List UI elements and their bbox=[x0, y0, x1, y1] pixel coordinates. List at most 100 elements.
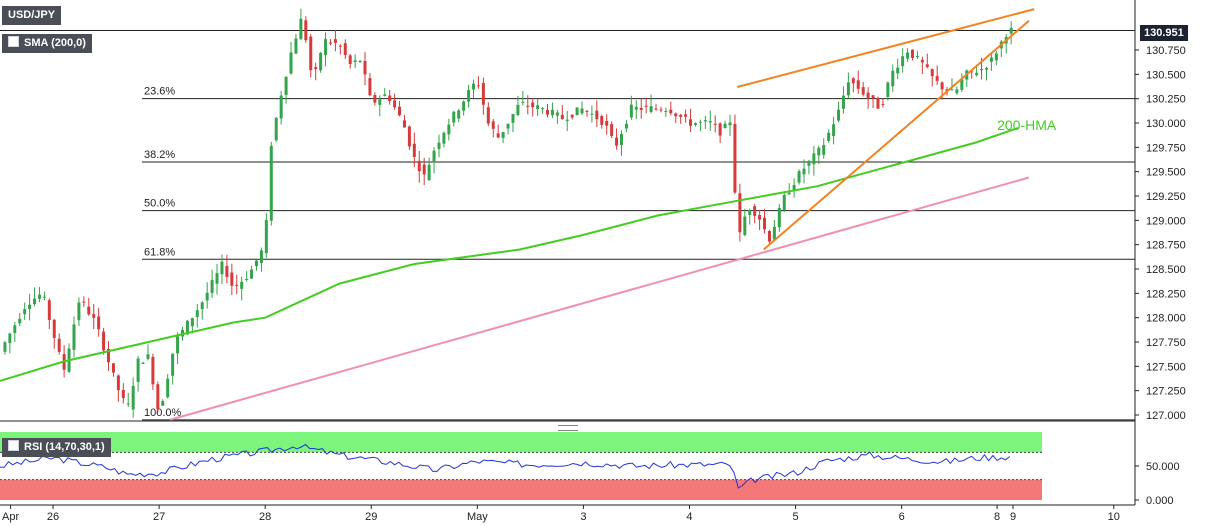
candle-body bbox=[906, 52, 910, 59]
candle-body bbox=[373, 95, 377, 103]
candle-body bbox=[531, 102, 535, 108]
price-axis: 130.750 130.500 130.250 130.000 129.750 129.5… bbox=[0, 0, 1186, 505]
candle-body bbox=[131, 385, 135, 410]
fibonacci-levels: 23.6% 38.2% 50.0% 61.8% 100.0% bbox=[142, 86, 1135, 421]
candle-body bbox=[393, 100, 397, 108]
candle-body bbox=[146, 354, 150, 359]
candle-body bbox=[166, 378, 170, 398]
candle-body bbox=[708, 121, 712, 123]
time-tick-label: 10 bbox=[1108, 511, 1120, 523]
time-tick-label: 9 bbox=[1010, 511, 1016, 523]
candle-body bbox=[881, 103, 885, 105]
candle-body bbox=[817, 147, 821, 156]
support-line-line bbox=[169, 176, 1030, 421]
candle-body bbox=[116, 375, 120, 391]
time-tick-label: 28 bbox=[259, 511, 271, 523]
candle-body bbox=[837, 109, 841, 121]
candle-body bbox=[225, 266, 229, 277]
color-swatch-icon bbox=[8, 36, 19, 47]
candle-body bbox=[462, 101, 466, 111]
candle-body bbox=[185, 320, 189, 335]
candle-body bbox=[279, 95, 283, 119]
candle-body bbox=[481, 82, 485, 105]
candle-body bbox=[807, 160, 811, 166]
candle-body bbox=[536, 105, 540, 110]
pane-resize-handle[interactable] bbox=[558, 425, 578, 431]
fib-level-label: 61.8% bbox=[144, 246, 175, 258]
rsi-badge[interactable]: RSI (14,70,30,1) bbox=[2, 438, 111, 457]
candle-body bbox=[570, 114, 574, 118]
candle-body bbox=[378, 99, 382, 105]
time-tick-label: 26 bbox=[47, 511, 59, 523]
candle-body bbox=[422, 164, 426, 175]
candle-body bbox=[748, 210, 752, 216]
time-tick-label: 4 bbox=[686, 511, 692, 523]
candle-body bbox=[195, 310, 199, 318]
candle-body bbox=[324, 39, 328, 56]
candle-body bbox=[269, 145, 273, 221]
candle-body bbox=[753, 206, 757, 216]
last-price-marker: 130.951 bbox=[1140, 25, 1188, 41]
candle-body bbox=[151, 356, 155, 385]
candle-body bbox=[501, 131, 505, 138]
candle-body bbox=[841, 95, 845, 109]
candle-body bbox=[896, 67, 900, 74]
candle-body bbox=[97, 316, 101, 330]
time-tick-label: Apr bbox=[2, 511, 19, 523]
price-grid bbox=[0, 30, 1135, 32]
candle-body bbox=[693, 123, 697, 125]
candle-body bbox=[595, 110, 599, 120]
hma-200-line bbox=[0, 126, 1019, 382]
candle-body bbox=[565, 119, 569, 121]
wedge-top-line bbox=[736, 8, 1035, 88]
candle-body bbox=[309, 36, 313, 71]
sma-badge[interactable]: SMA (200,0) bbox=[2, 34, 92, 53]
candle-body bbox=[402, 120, 406, 128]
candle-body bbox=[452, 111, 456, 123]
candle-body bbox=[955, 89, 959, 94]
candle-body bbox=[82, 301, 86, 303]
candle-body bbox=[412, 143, 416, 157]
candle-body bbox=[18, 318, 22, 324]
wedge-bottom-line bbox=[763, 20, 1030, 251]
candle-body bbox=[457, 110, 461, 119]
candle-body bbox=[550, 109, 554, 116]
candle-body bbox=[649, 106, 653, 112]
candle-body bbox=[984, 67, 988, 70]
candle-body bbox=[669, 109, 673, 114]
time-axis: Apr 26 27 28 29 May 3 4 5 6 8 9 10 bbox=[0, 504, 1135, 523]
candle-body bbox=[506, 123, 510, 129]
candle-body bbox=[363, 60, 367, 75]
candle-body bbox=[289, 52, 293, 74]
candle-body bbox=[467, 90, 471, 102]
candle-body bbox=[161, 401, 165, 406]
time-tick-label: May bbox=[467, 511, 488, 523]
time-tick-label: 5 bbox=[792, 511, 798, 523]
candles bbox=[3, 8, 1013, 418]
candle-body bbox=[654, 108, 658, 110]
candle-body bbox=[758, 214, 762, 220]
candle-body bbox=[92, 314, 96, 318]
candle-body bbox=[792, 184, 796, 191]
candle-body bbox=[496, 133, 500, 138]
candle-body bbox=[210, 280, 214, 294]
candle-body bbox=[176, 336, 180, 354]
candle-body bbox=[733, 123, 737, 193]
candle-body bbox=[491, 121, 495, 129]
candle-body bbox=[822, 145, 826, 155]
fib-level-label: 23.6% bbox=[144, 86, 175, 98]
symbol-badge[interactable]: USD/JPY bbox=[2, 6, 62, 25]
time-tick-label: 3 bbox=[580, 511, 586, 523]
candle-body bbox=[866, 92, 870, 98]
candle-body bbox=[915, 56, 919, 58]
candle-body bbox=[72, 324, 76, 350]
candle-body bbox=[8, 333, 12, 344]
candle-body bbox=[171, 353, 175, 376]
price-tick-label: 127.000 bbox=[1146, 410, 1186, 422]
price-tick-label: 129.500 bbox=[1146, 167, 1186, 179]
candle-body bbox=[136, 358, 140, 382]
candle-body bbox=[299, 18, 303, 40]
candle-body bbox=[328, 42, 332, 44]
candle-body bbox=[245, 278, 249, 280]
candle-body bbox=[516, 104, 520, 115]
